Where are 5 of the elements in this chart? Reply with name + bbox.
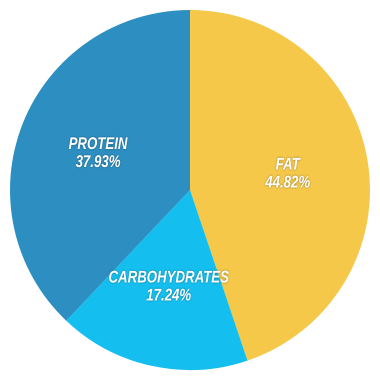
slice-label: FAT [276,155,302,174]
data-label: 37.93% [76,152,121,172]
data-label: 44.82% [264,173,311,192]
data-label: 17.24% [146,286,192,305]
slice-label: PROTEIN [68,134,128,154]
